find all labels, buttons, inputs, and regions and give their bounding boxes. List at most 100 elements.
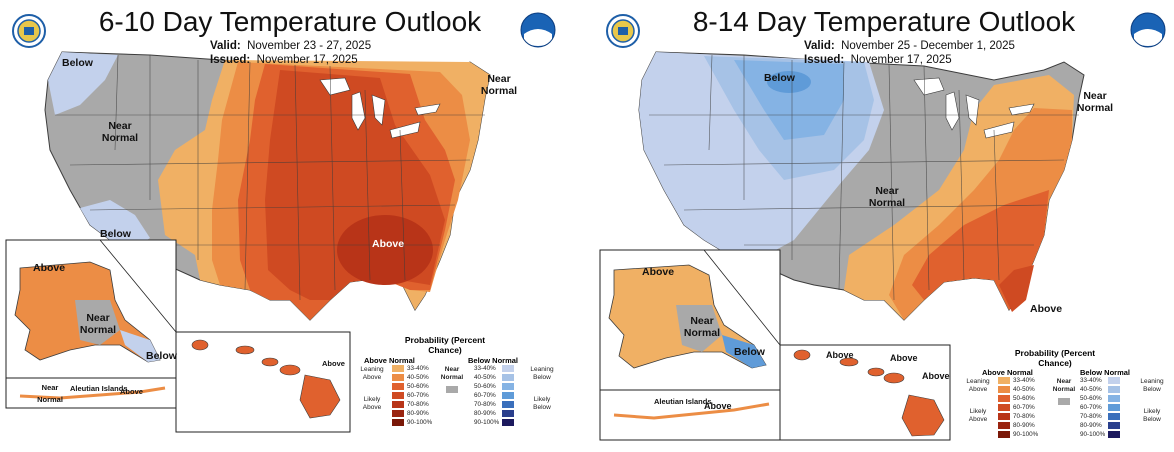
legend-above-range: 70-80%	[1013, 413, 1035, 420]
above-60-70-region	[999, 265, 1034, 312]
label-near-normal-w: Near Normal	[101, 120, 139, 144]
noaa-logo-icon	[1130, 12, 1166, 48]
valid-value: November 25 - December 1, 2025	[841, 40, 1015, 52]
label-above-fl: Above	[1030, 303, 1063, 315]
above-70-80-region	[337, 215, 433, 285]
issued-value: November 17, 2025	[256, 54, 358, 66]
legend-above-range: 70-80%	[407, 401, 429, 408]
legend-below-swatch	[1108, 431, 1120, 438]
alaska-below	[722, 335, 766, 368]
aleutian-chain	[19, 386, 166, 400]
legend-leaning-below: Leaning Below	[1140, 378, 1164, 393]
legend-above-range: 60-70%	[407, 392, 429, 399]
legend-below-swatch	[1108, 404, 1120, 411]
aleutian-chain	[613, 402, 770, 420]
legend-above-swatch	[998, 377, 1010, 384]
label-near-normal-c: Near Normal	[868, 185, 906, 209]
legend-leaning-above: Leaning Above	[966, 378, 990, 393]
below-50-60-region	[734, 60, 844, 140]
legend-above-range: 50-60%	[407, 383, 429, 390]
legend-leaning-above: Leaning Above	[360, 366, 384, 381]
legend-below-range: 90-100%	[1080, 431, 1106, 438]
legend-above-swatch	[392, 410, 404, 417]
label-ak-above: Above	[642, 266, 675, 278]
aleutian-inset-frame	[5, 377, 177, 409]
legend-above-range: 40-50%	[407, 374, 429, 381]
legend-near-normal-swatch	[1058, 398, 1070, 405]
legend-below-swatch	[1108, 377, 1120, 384]
legend-above-range: 60-70%	[1013, 404, 1035, 411]
legend-above-swatch	[998, 386, 1010, 393]
great-lakes	[913, 77, 1035, 139]
valid-date: Valid: November 23 - 27, 2025	[210, 40, 371, 52]
legend-above-range: 90-100%	[1013, 431, 1039, 438]
doc-seal-icon	[606, 14, 640, 48]
legend-likely-below: Likely Below	[1143, 408, 1161, 423]
legend-below-swatch	[502, 383, 514, 390]
legend-likely-below: Likely Below	[533, 396, 551, 411]
legend-above-swatch	[998, 431, 1010, 438]
legend-above-range: 80-90%	[407, 410, 429, 417]
below-sw-region	[80, 200, 150, 252]
legend-title: Probability (Percent Chance)	[1014, 348, 1096, 368]
doc-seal-icon	[12, 14, 46, 48]
legend-below-range: 60-70%	[474, 392, 496, 399]
legend-below-swatch	[502, 365, 514, 372]
legend-below-swatch	[502, 392, 514, 399]
label-hawaii-above-3: Above	[922, 371, 950, 381]
legend-above-swatch	[392, 401, 404, 408]
label-below-n: Below	[764, 72, 795, 84]
label-below-sw: Below	[100, 228, 131, 240]
legend-below-swatch	[502, 374, 514, 381]
legend-below-range: 80-90%	[1080, 422, 1102, 429]
label-hawaii-above-2: Above	[890, 353, 918, 363]
legend-below-range: 80-90%	[474, 410, 496, 417]
valid-label: Valid:	[804, 40, 835, 52]
legend-below-swatch	[1108, 413, 1120, 420]
legend-above-range: 33-40%	[407, 365, 429, 372]
legend-likely-above: Likely Above	[362, 396, 382, 411]
label-ak-above: Above	[33, 262, 66, 274]
valid-label: Valid:	[210, 40, 241, 52]
label-ak-near-normal: Near Normal	[683, 315, 721, 339]
label-aleutian-above: Above	[120, 387, 143, 396]
legend-above-swatch	[998, 413, 1010, 420]
legend-leaning-below: Leaning Below	[530, 366, 554, 381]
below-60-70-region	[767, 71, 811, 93]
legend-near-normal: Near Normal	[440, 366, 464, 381]
legend-title: Probability (Percent Chance)	[404, 335, 486, 355]
legend-below-range: 33-40%	[1080, 377, 1102, 384]
legend-below-range: 90-100%	[474, 419, 500, 426]
issued-date: Issued: November 17, 2025	[210, 54, 358, 66]
label-hawaii-above-1: Above	[826, 350, 854, 360]
legend-below-swatch	[1108, 395, 1120, 402]
valid-date: Valid: November 25 - December 1, 2025	[804, 40, 1015, 52]
alaska-near-normal	[676, 305, 722, 352]
outlook-6-10-panel: 6-10 Day Temperature Outlook Valid: Nove…	[0, 0, 580, 452]
legend-below-range: 60-70%	[1080, 404, 1102, 411]
label-aleutian-islands: Aleutian Islands	[654, 397, 712, 406]
issued-label: Issued:	[210, 54, 251, 66]
outlook-8-14-panel: 8-14 Day Temperature Outlook Valid: Nove…	[594, 0, 1174, 452]
great-lakes	[319, 77, 441, 139]
label-above-se: Above	[372, 238, 405, 250]
legend-near-normal-swatch	[446, 386, 458, 393]
legend-below-swatch	[1108, 386, 1120, 393]
label-near-normal-ne: Near Normal	[1076, 90, 1114, 114]
legend-below-range: 70-80%	[474, 401, 496, 408]
legend-below-swatch	[502, 401, 514, 408]
legend-below-header: Below Normal	[468, 356, 519, 365]
legend-above-header: Above Normal	[364, 356, 415, 365]
legend-below-range: 33-40%	[474, 365, 496, 372]
legend-below-swatch	[1108, 422, 1120, 429]
state-borders	[649, 54, 1079, 301]
outlook-title: 6-10 Day Temperature Outlook	[98, 6, 482, 37]
legend-below-range: 40-50%	[1080, 386, 1102, 393]
label-near-normal-ne: Near Normal	[480, 73, 518, 97]
legend-above-range: 50-60%	[1013, 395, 1035, 402]
issued-label: Issued:	[804, 54, 845, 66]
legend-likely-above: Likely Above	[968, 408, 988, 423]
legend-above-swatch	[392, 374, 404, 381]
legend-below-range: 70-80%	[1080, 413, 1102, 420]
label-ak-below: Below	[146, 350, 177, 362]
